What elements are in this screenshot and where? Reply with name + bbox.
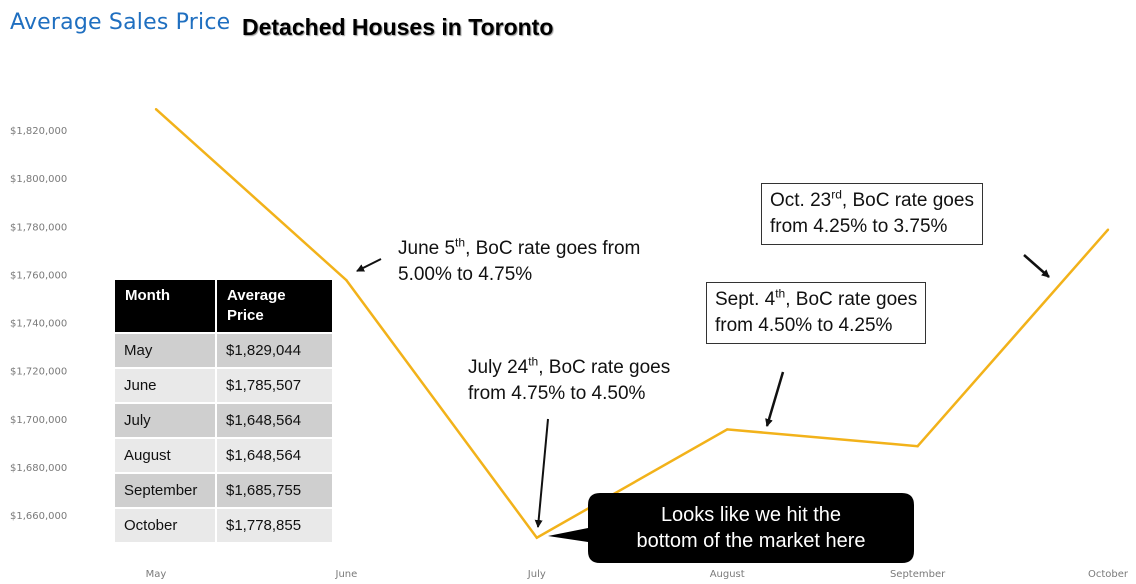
data-point <box>535 536 538 539</box>
price-table: Month Average Price May $1,829,044 June … <box>113 278 334 544</box>
table-cell-month: July <box>115 404 215 437</box>
table-row: May $1,829,044 <box>115 334 332 367</box>
y-tick-label: $1,720,000 <box>10 367 67 378</box>
june-arrow <box>356 258 382 272</box>
table-cell-month: August <box>115 439 215 472</box>
june-annotation-date: June 5 <box>398 238 456 259</box>
table-header-month: Month <box>115 280 215 332</box>
table-row: October $1,778,855 <box>115 509 332 542</box>
oct-annotation-date: Oct. 23 <box>770 190 832 211</box>
june-annotation: June 5th, BoC rate goes from 5.00% to 4.… <box>398 236 640 288</box>
market-bottom-callout: Looks like we hit the bottom of the mark… <box>588 494 914 562</box>
table-row: June $1,785,507 <box>115 369 332 402</box>
table-cell-price: $1,648,564 <box>217 439 332 472</box>
y-tick-label: $1,760,000 <box>10 270 67 281</box>
june-annotation-text: , BoC rate goes from <box>465 238 641 259</box>
sept-annotation-date: Sept. 4 <box>715 289 776 310</box>
july-annotation-rates: from 4.75% to 4.50% <box>468 383 646 404</box>
y-tick-label: $1,800,000 <box>10 174 67 185</box>
sept-arrow <box>765 371 785 427</box>
callout-bubble <box>548 493 914 563</box>
price-series-line <box>155 108 1109 540</box>
table-cell-month: September <box>115 474 215 507</box>
data-point <box>345 279 348 282</box>
y-axis-ticks: $1,660,000 $1,680,000 $1,700,000 $1,720,000… <box>10 126 67 522</box>
callout-line-2: bottom of the market here <box>636 530 866 552</box>
chart-title: Detached Houses in Toronto <box>242 14 554 40</box>
table-cell-price: $1,778,855 <box>217 509 332 542</box>
june-annotation-suffix: th <box>455 235 466 250</box>
y-tick-label: $1,780,000 <box>10 222 67 233</box>
oct-annotation-suffix: rd <box>831 187 842 202</box>
x-axis-ticks: May June July August September October <box>146 569 1129 580</box>
y-tick-label: $1,680,000 <box>10 463 67 474</box>
oct-annotation-rates: from 4.25% to 3.75% <box>770 216 948 237</box>
x-tick-label: July <box>527 569 546 580</box>
data-point <box>726 428 729 431</box>
y-tick-label: $1,740,000 <box>10 319 67 330</box>
july-annotation-text: , BoC rate goes <box>538 357 671 378</box>
price-points <box>154 108 1110 539</box>
callout-line-1: Looks like we hit the <box>660 504 842 526</box>
oct-annotation: Oct. 23rd, BoC rate goes from 4.25% to 3… <box>761 183 983 245</box>
x-tick-label: May <box>146 569 167 580</box>
july-annotation-date: July 24 <box>468 357 529 378</box>
table-header-price: Average Price <box>217 280 332 332</box>
y-tick-label: $1,660,000 <box>10 511 67 522</box>
table-row: September $1,685,755 <box>115 474 332 507</box>
table-cell-month: October <box>115 509 215 542</box>
table-row: August $1,648,564 <box>115 439 332 472</box>
july-annotation-suffix: th <box>528 354 539 369</box>
table-cell-price: $1,648,564 <box>217 404 332 437</box>
data-point <box>1106 228 1110 231</box>
oct-annotation-text: , BoC rate goes <box>841 190 974 211</box>
table-cell-price: $1,685,755 <box>217 474 332 507</box>
y-tick-label: $1,820,000 <box>10 126 67 137</box>
data-point <box>154 108 158 111</box>
x-tick-label: September <box>890 569 946 580</box>
y-tick-label: $1,700,000 <box>10 415 67 426</box>
table-cell-month: June <box>115 369 215 402</box>
x-tick-label: October <box>1088 569 1129 580</box>
x-tick-label: August <box>710 569 745 580</box>
july-annotation: July 24th, BoC rate goes from 4.75% to 4… <box>468 355 670 407</box>
brand-title: Average Sales Price <box>10 10 231 35</box>
table-row: July $1,648,564 <box>115 404 332 437</box>
x-tick-label: June <box>335 569 358 580</box>
data-point <box>916 445 919 448</box>
sept-annotation-text: , BoC rate goes <box>785 289 918 310</box>
table-cell-month: May <box>115 334 215 367</box>
sept-annotation-rates: from 4.50% to 4.25% <box>715 315 893 336</box>
oct-arrow <box>1023 254 1050 278</box>
table-cell-price: $1,829,044 <box>217 334 332 367</box>
june-annotation-rates: 5.00% to 4.75% <box>398 264 533 285</box>
july-arrow <box>534 418 549 528</box>
sept-annotation-suffix: th <box>775 286 786 301</box>
sept-annotation: Sept. 4th, BoC rate goes from 4.50% to 4… <box>706 282 927 344</box>
table-cell-price: $1,785,507 <box>217 369 332 402</box>
